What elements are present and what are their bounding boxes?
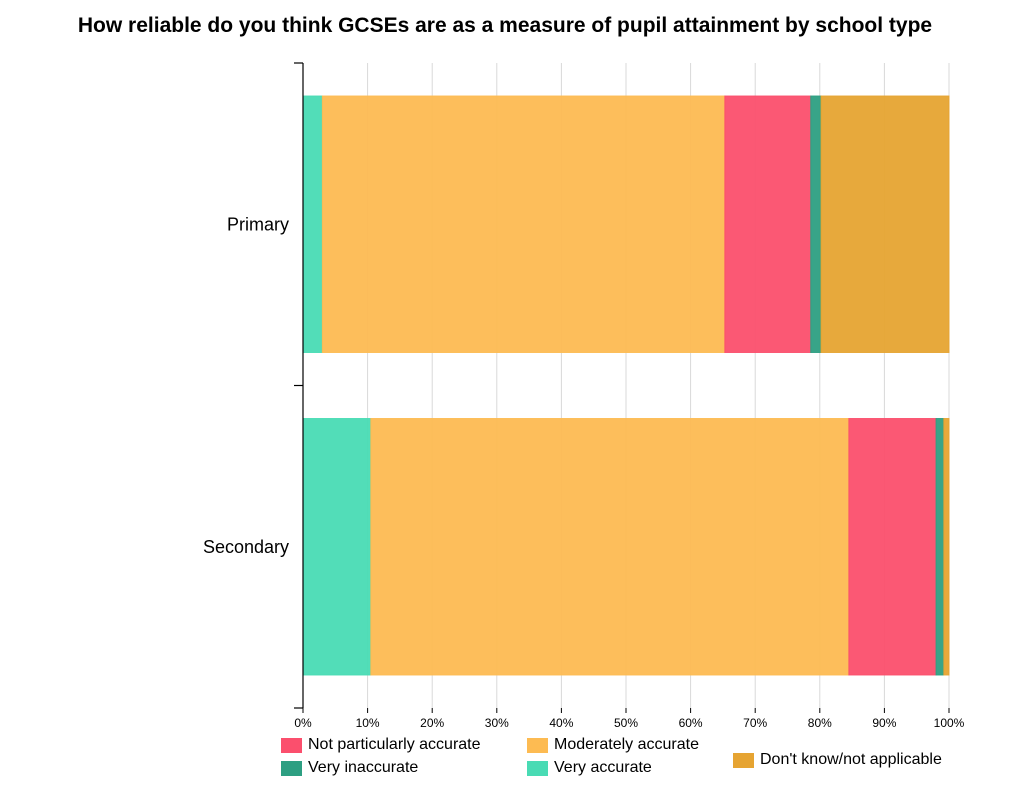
- legend-item: Don't know/not applicable: [733, 751, 942, 769]
- legend-swatch: [527, 737, 548, 753]
- bar-segment: [370, 418, 850, 676]
- legend-item: Very accurate: [527, 759, 652, 777]
- bar-segment: [943, 418, 950, 676]
- legend-item: Very inaccurate: [281, 759, 418, 777]
- x-tick-label: 50%: [614, 716, 638, 730]
- legend-swatch: [281, 737, 302, 753]
- x-tick-label: 40%: [549, 716, 573, 730]
- legend-label: Moderately accurate: [554, 736, 699, 753]
- legend-label: Very accurate: [554, 759, 652, 776]
- legend-label: Not particularly accurate: [308, 736, 481, 753]
- x-tick-label: 60%: [679, 716, 703, 730]
- bar-segment: [302, 418, 372, 676]
- x-tick-label: 80%: [808, 716, 832, 730]
- x-tick-label: 30%: [485, 716, 509, 730]
- y-tick-label: Secondary: [203, 537, 289, 557]
- chart-title: How reliable do you think GCSEs are as a…: [77, 14, 933, 37]
- y-tick-label: Primary: [227, 214, 289, 234]
- legend-label: Don't know/not applicable: [760, 751, 942, 768]
- bar-segment: [820, 95, 950, 353]
- bar-segment: [810, 95, 822, 353]
- x-tick-label: 90%: [872, 716, 896, 730]
- bar-segment: [321, 95, 726, 353]
- x-tick-label: 0%: [294, 716, 312, 730]
- bar-segment: [302, 95, 323, 353]
- legend-item: Moderately accurate: [527, 736, 699, 754]
- x-tick-label: 100%: [934, 716, 965, 730]
- legend-label: Very inaccurate: [308, 759, 419, 776]
- x-tick-label: 20%: [420, 716, 444, 730]
- legend-swatch: [527, 760, 548, 776]
- x-tick-label: 70%: [743, 716, 767, 730]
- bar-segment: [724, 95, 812, 353]
- legend-swatch: [281, 760, 302, 776]
- legend-swatch: [733, 752, 754, 768]
- bar-segment: [935, 418, 945, 676]
- x-tick-label: 10%: [356, 716, 380, 730]
- chart-plot: 0% 10% 20% 30% 40% 50% 60% 70% 80% 90% 100% Primary…: [203, 62, 965, 730]
- legend-item: Not particularly accurate: [281, 736, 481, 754]
- bar-segment: [848, 418, 937, 676]
